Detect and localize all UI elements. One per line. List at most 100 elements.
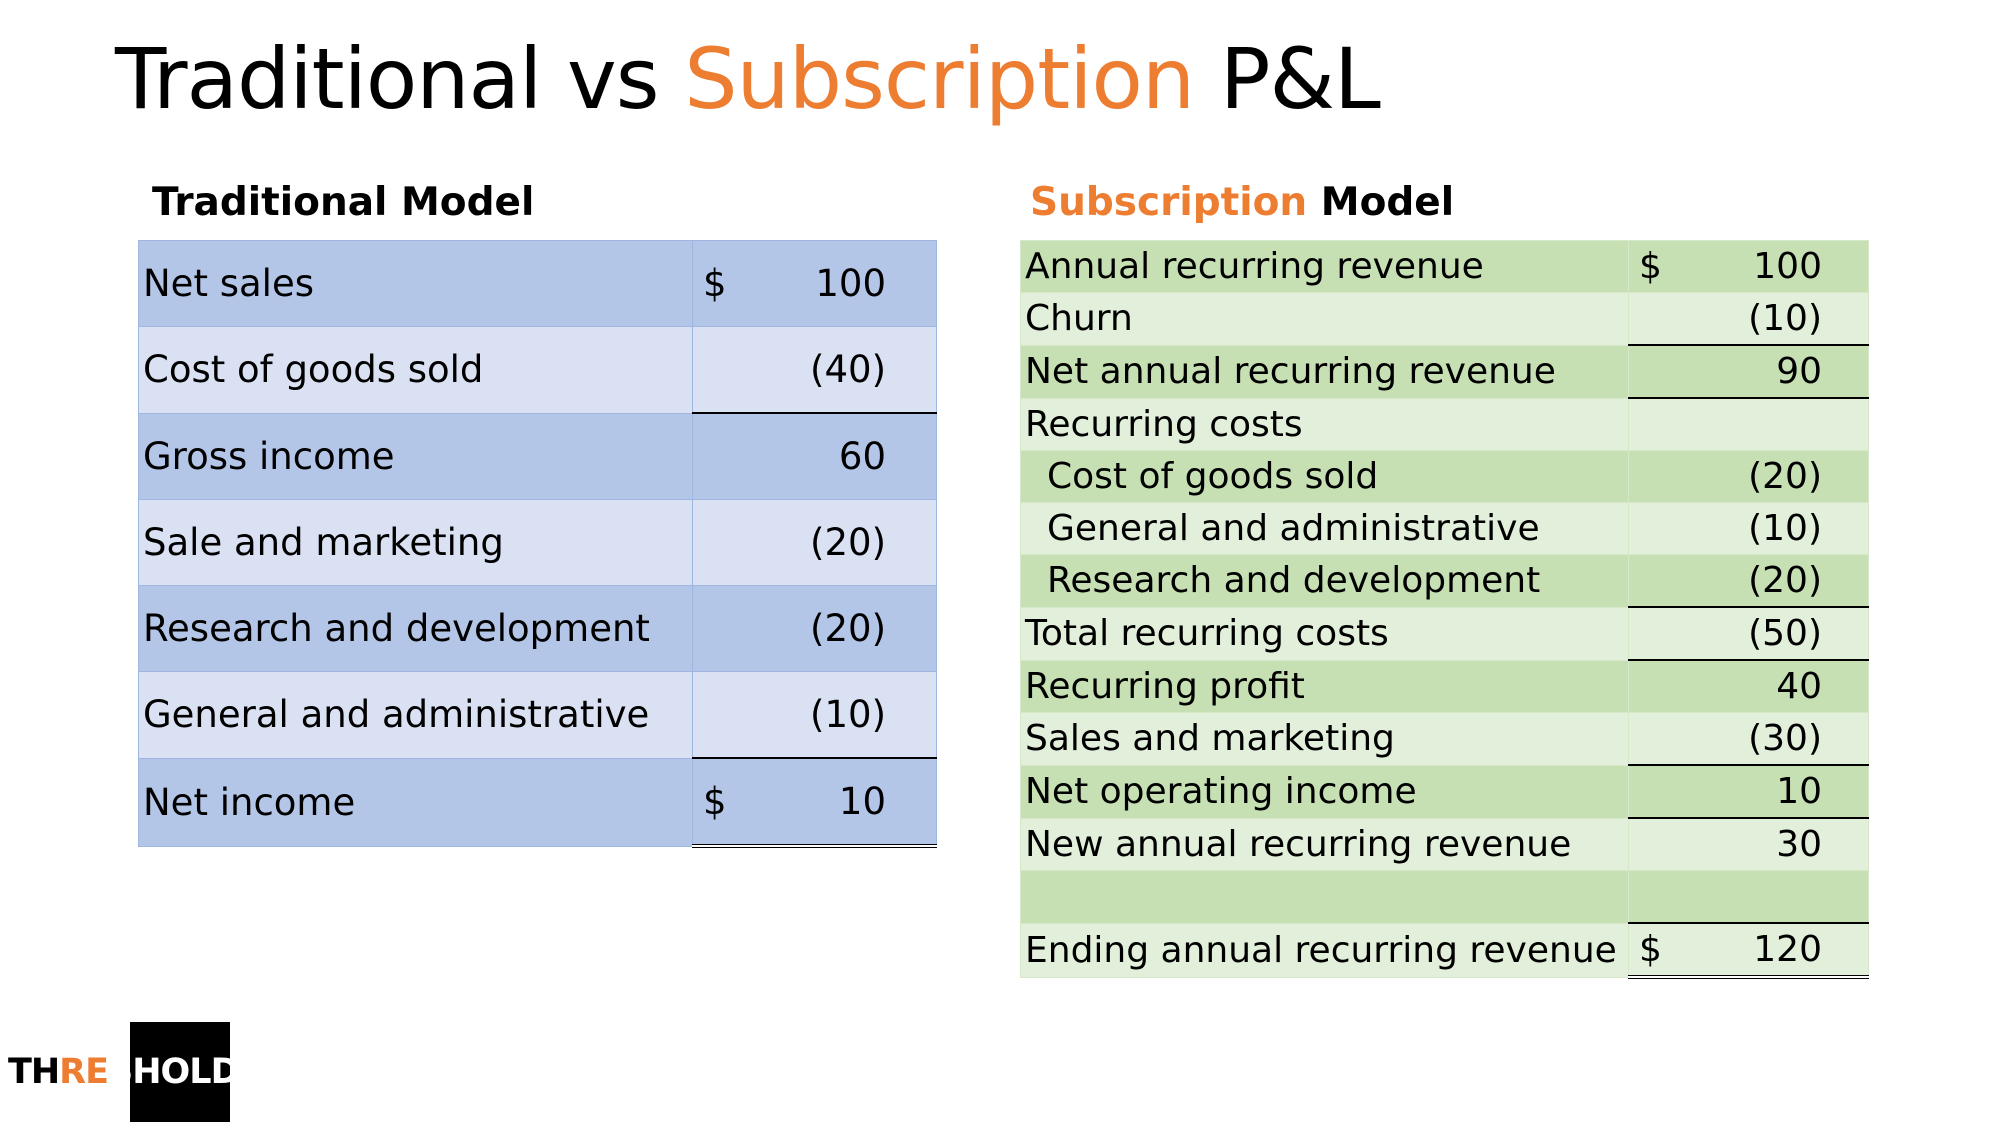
row-value: $100 xyxy=(1628,240,1869,293)
value: (20) xyxy=(810,521,886,564)
currency: $ xyxy=(703,262,727,305)
label-text: Net sales xyxy=(143,262,314,305)
row-label: Cost of goods sold xyxy=(138,326,693,414)
label-text: Sale and marketing xyxy=(143,521,504,564)
row-label: Net sales xyxy=(138,240,693,327)
row-label: Net operating income xyxy=(1020,764,1629,819)
table-row: Sales and marketing (30) xyxy=(1020,712,1869,766)
row-label: Net annual recurring revenue xyxy=(1020,344,1629,399)
spacer-cell xyxy=(1628,870,1869,924)
value: (30) xyxy=(1748,718,1822,759)
table-heading: Subscription Model xyxy=(1030,180,1454,225)
value: 100 xyxy=(815,262,886,305)
label-text: Churn xyxy=(1025,298,1133,340)
value: (10) xyxy=(810,693,886,736)
row-value xyxy=(1628,397,1869,451)
traditional-table: Net sales $100 Cost of goods sold (40) Gross… xyxy=(138,240,937,848)
row-value: (10) xyxy=(1628,502,1869,555)
row-label: Net income xyxy=(138,757,693,847)
table-row: Gross income 60 xyxy=(138,412,937,500)
heading-part: Model xyxy=(1320,180,1455,225)
row-label: Recurring costs xyxy=(1020,397,1629,451)
value: (20) xyxy=(810,607,886,650)
row-label: Sale and marketing xyxy=(138,499,693,586)
table-row: General and administrative (10) xyxy=(138,671,937,759)
table-row: Recurring profit 40 xyxy=(1020,659,1869,713)
row-value: 90 xyxy=(1628,344,1869,399)
title-part: Traditional vs xyxy=(115,30,660,128)
table-row: New annual recurring revenue 30 xyxy=(1020,817,1869,871)
label-text: Research and development xyxy=(1047,560,1541,602)
value: 120 xyxy=(1753,929,1822,970)
value: 90 xyxy=(1776,351,1822,392)
row-label: Research and development xyxy=(138,585,693,672)
row-label: Sales and marketing xyxy=(1020,712,1629,766)
row-value: $100 xyxy=(692,240,937,327)
label-text: New annual recurring revenue xyxy=(1025,823,1572,865)
row-label: New annual recurring revenue xyxy=(1020,817,1629,871)
row-value: 60 xyxy=(692,412,937,500)
title-part: P&L xyxy=(1219,30,1381,128)
value: 10 xyxy=(1776,771,1822,812)
label-text: Recurring costs xyxy=(1025,403,1303,445)
label-text: Net operating income xyxy=(1025,771,1417,812)
spacer-cell xyxy=(1020,870,1629,924)
table-row: Ending annual recurring revenue $120 xyxy=(1020,922,1869,979)
table-row: Research and development (20) xyxy=(138,585,937,672)
row-label: Total recurring costs xyxy=(1020,606,1629,661)
table-row: Net sales $100 xyxy=(138,240,937,327)
value: (40) xyxy=(810,348,886,391)
spacer-row xyxy=(1020,870,1869,924)
table-row: General and administrative (10) xyxy=(1020,502,1869,555)
row-value: (20) xyxy=(1628,450,1869,503)
value: (20) xyxy=(1748,456,1822,497)
value: (50) xyxy=(1748,613,1822,654)
row-label: Ending annual recurring revenue xyxy=(1020,922,1629,978)
label-text: Recurring profit xyxy=(1025,665,1305,707)
table-row: Cost of goods sold (20) xyxy=(1020,450,1869,503)
row-value: $10 xyxy=(692,757,937,848)
value: 60 xyxy=(838,435,886,478)
row-value: (20) xyxy=(1628,554,1869,608)
table-row: Cost of goods sold (40) xyxy=(138,326,937,414)
row-value: (20) xyxy=(692,585,937,672)
subscription-table: Annual recurring revenue $100 Churn (10) Net… xyxy=(1020,240,1869,979)
value: (10) xyxy=(1748,508,1822,549)
value: 100 xyxy=(1753,246,1822,287)
value: (10) xyxy=(1748,298,1822,339)
value: (20) xyxy=(1748,560,1822,601)
value: 10 xyxy=(838,780,886,823)
row-value: 30 xyxy=(1628,817,1869,871)
row-value: (20) xyxy=(692,499,937,586)
row-label: Recurring profit xyxy=(1020,659,1629,713)
row-value: 40 xyxy=(1628,659,1869,713)
currency: $ xyxy=(1639,929,1662,970)
label-text: Total recurring costs xyxy=(1025,613,1389,654)
row-label: Cost of goods sold xyxy=(1020,450,1629,503)
table-row: Net operating income 10 xyxy=(1020,764,1869,819)
label-text: Ending annual recurring revenue xyxy=(1025,929,1617,971)
label-text: General and administrative xyxy=(143,693,650,737)
label-text: Cost of goods sold xyxy=(1047,456,1379,497)
row-value: (30) xyxy=(1628,712,1869,766)
heading-part: Subscription xyxy=(1030,180,1308,225)
table-row: Recurring costs xyxy=(1020,397,1869,451)
label-text: Cost of goods sold xyxy=(143,348,484,392)
row-label: General and administrative xyxy=(1020,502,1629,555)
row-value: (10) xyxy=(1628,292,1869,346)
row-value: $120 xyxy=(1628,922,1869,979)
row-value: (10) xyxy=(692,671,937,759)
label-text: Gross income xyxy=(143,434,395,478)
label-text: Annual recurring revenue xyxy=(1025,246,1484,287)
title-part: Subscription xyxy=(684,30,1195,128)
row-value: 10 xyxy=(1628,764,1869,819)
row-label: Annual recurring revenue xyxy=(1020,240,1629,293)
logo: THRESHOLD xyxy=(8,1052,240,1092)
table-row: Sale and marketing (20) xyxy=(138,499,937,586)
label-text: Net annual recurring revenue xyxy=(1025,351,1556,392)
row-label: Research and development xyxy=(1020,554,1629,608)
label-text: Net income xyxy=(143,780,356,824)
table-row: Net income $10 xyxy=(138,757,937,848)
label-text: Research and development xyxy=(143,607,650,650)
